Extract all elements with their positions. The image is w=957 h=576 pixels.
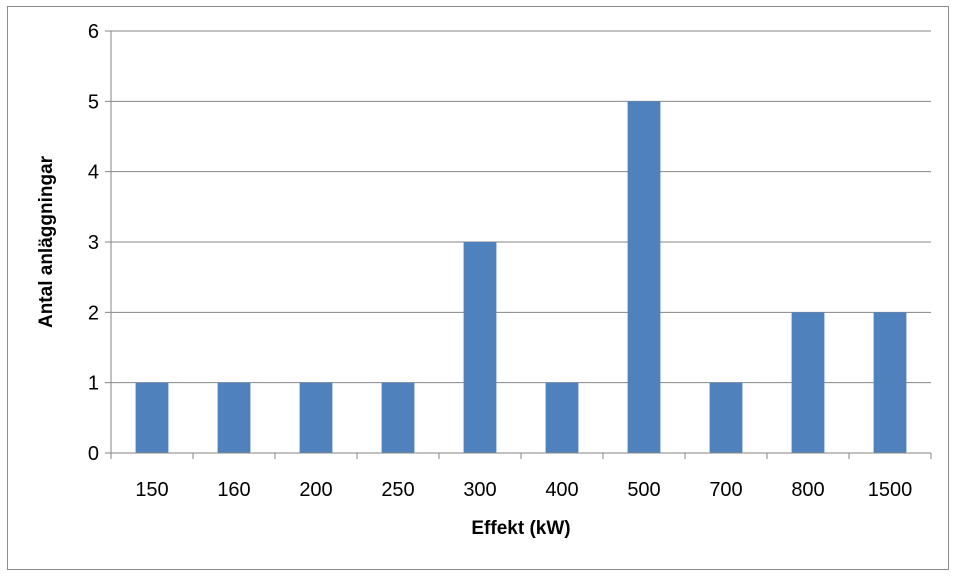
x-tick-label: 1500 xyxy=(868,479,913,501)
x-tick-label: 500 xyxy=(627,479,660,501)
bar-160 xyxy=(217,382,251,453)
x-tick-label: 250 xyxy=(381,479,414,501)
bar-250 xyxy=(381,382,415,453)
bar-1500 xyxy=(873,312,907,453)
bar-500 xyxy=(627,101,661,453)
x-tick-labels: 150 160 200 250 300 400 500 700 800 1500 xyxy=(135,479,912,501)
x-tick-label: 400 xyxy=(545,479,578,501)
bar-700 xyxy=(709,382,743,453)
x-tick-label: 800 xyxy=(791,479,824,501)
bar-400 xyxy=(545,382,579,453)
axes xyxy=(105,30,932,459)
x-axis-title: Effekt (kW) xyxy=(471,518,570,539)
y-tick-labels: 0 1 2 3 4 5 6 xyxy=(88,21,99,465)
x-tick-label: 160 xyxy=(217,479,250,501)
y-tick-label: 6 xyxy=(88,21,99,43)
y-tick-label: 0 xyxy=(88,443,99,465)
x-tick-label: 300 xyxy=(463,479,496,501)
x-tick-label: 700 xyxy=(709,479,742,501)
y-tick-label: 1 xyxy=(88,373,99,395)
bar-800 xyxy=(791,312,825,453)
bar-150 xyxy=(135,382,169,453)
bar-200 xyxy=(299,382,333,453)
y-axis-title: Antal anläggningar xyxy=(36,155,57,328)
y-tick-label: 2 xyxy=(88,302,99,324)
x-tick-label: 150 xyxy=(135,479,168,501)
bars xyxy=(135,101,907,453)
bar-300 xyxy=(463,242,497,453)
x-tick-label: 200 xyxy=(299,479,332,501)
y-tick-label: 3 xyxy=(88,232,99,254)
y-tick-label: 5 xyxy=(88,91,99,113)
y-tick-label: 4 xyxy=(88,162,99,184)
